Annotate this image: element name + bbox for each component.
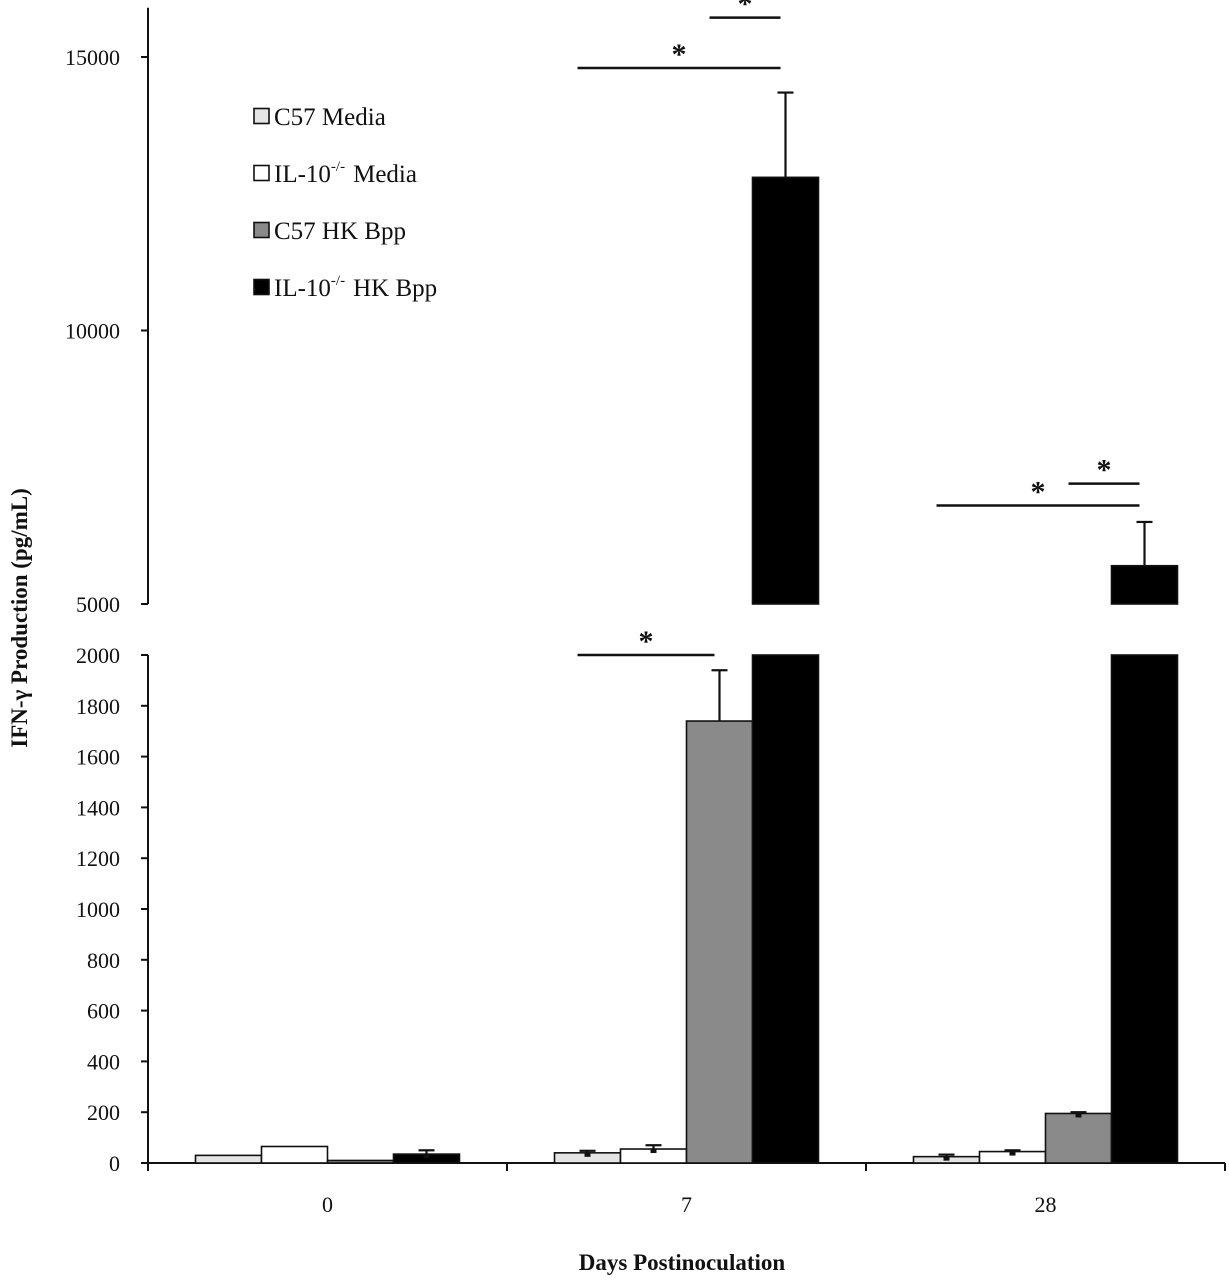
- bar: [260, 1145, 329, 1164]
- significance-star: *: [639, 625, 654, 658]
- y-tick-label: 200: [87, 1100, 120, 1125]
- y-tick-label: 10000: [65, 319, 120, 344]
- error-bars: [418, 91, 1153, 1161]
- bar: [1044, 1112, 1113, 1164]
- bar: [1110, 564, 1179, 605]
- y-tick-label: 1000: [76, 897, 120, 922]
- x-tick-label: 7: [681, 1192, 692, 1217]
- axes: 0 200 400 600 800 1000 1200 1400 1600 1800 2000 500…: [65, 7, 1226, 1217]
- significance-annotations: * * * * *: [577, 0, 1140, 658]
- legend-label: C57 Media: [274, 104, 386, 131]
- significance-star: *: [1031, 476, 1046, 509]
- y-tick-label: 0: [109, 1151, 120, 1176]
- legend-swatch: [253, 164, 270, 182]
- y-tick-label: 400: [87, 1049, 120, 1074]
- bar: [751, 176, 820, 605]
- significance-star: *: [672, 38, 687, 71]
- bar: [326, 1159, 395, 1164]
- legend: C57 Media IL-10-/- Media C57 HK Bpp IL-10-/-…: [253, 104, 437, 302]
- bar: [685, 720, 754, 1164]
- x-axis-title: Days Postinoculation: [579, 1250, 786, 1275]
- bar: [751, 654, 820, 1164]
- y-tick-label: 5000: [76, 592, 120, 617]
- y-tick-label: 1600: [76, 745, 120, 770]
- y-tick-label: 15000: [65, 45, 120, 70]
- y-tick-label: 800: [87, 948, 120, 973]
- y-tick-label: 1400: [76, 795, 120, 820]
- legend-label: IL-10-/- HK Bpp: [274, 273, 437, 302]
- significance-star: *: [1097, 454, 1112, 487]
- bar: [1110, 654, 1179, 1164]
- legend-swatch: [253, 221, 270, 239]
- y-tick-label: 600: [87, 999, 120, 1024]
- bar: [194, 1154, 263, 1164]
- legend-swatch: [253, 278, 270, 296]
- x-tick-label: 0: [322, 1192, 333, 1217]
- legend-swatch: [253, 107, 270, 125]
- y-tick-label: 2000: [76, 643, 120, 668]
- y-axis-title: IFN-γ Production (pg/mL): [7, 488, 32, 748]
- legend-label: C57 HK Bpp: [274, 218, 406, 245]
- significance-star: *: [738, 0, 753, 21]
- y-tick-label: 1800: [76, 694, 120, 719]
- x-tick-label: 28: [1035, 1192, 1057, 1217]
- y-tick-label: 1200: [76, 846, 120, 871]
- bars: [194, 176, 1179, 1164]
- legend-label: IL-10-/- Media: [274, 159, 417, 188]
